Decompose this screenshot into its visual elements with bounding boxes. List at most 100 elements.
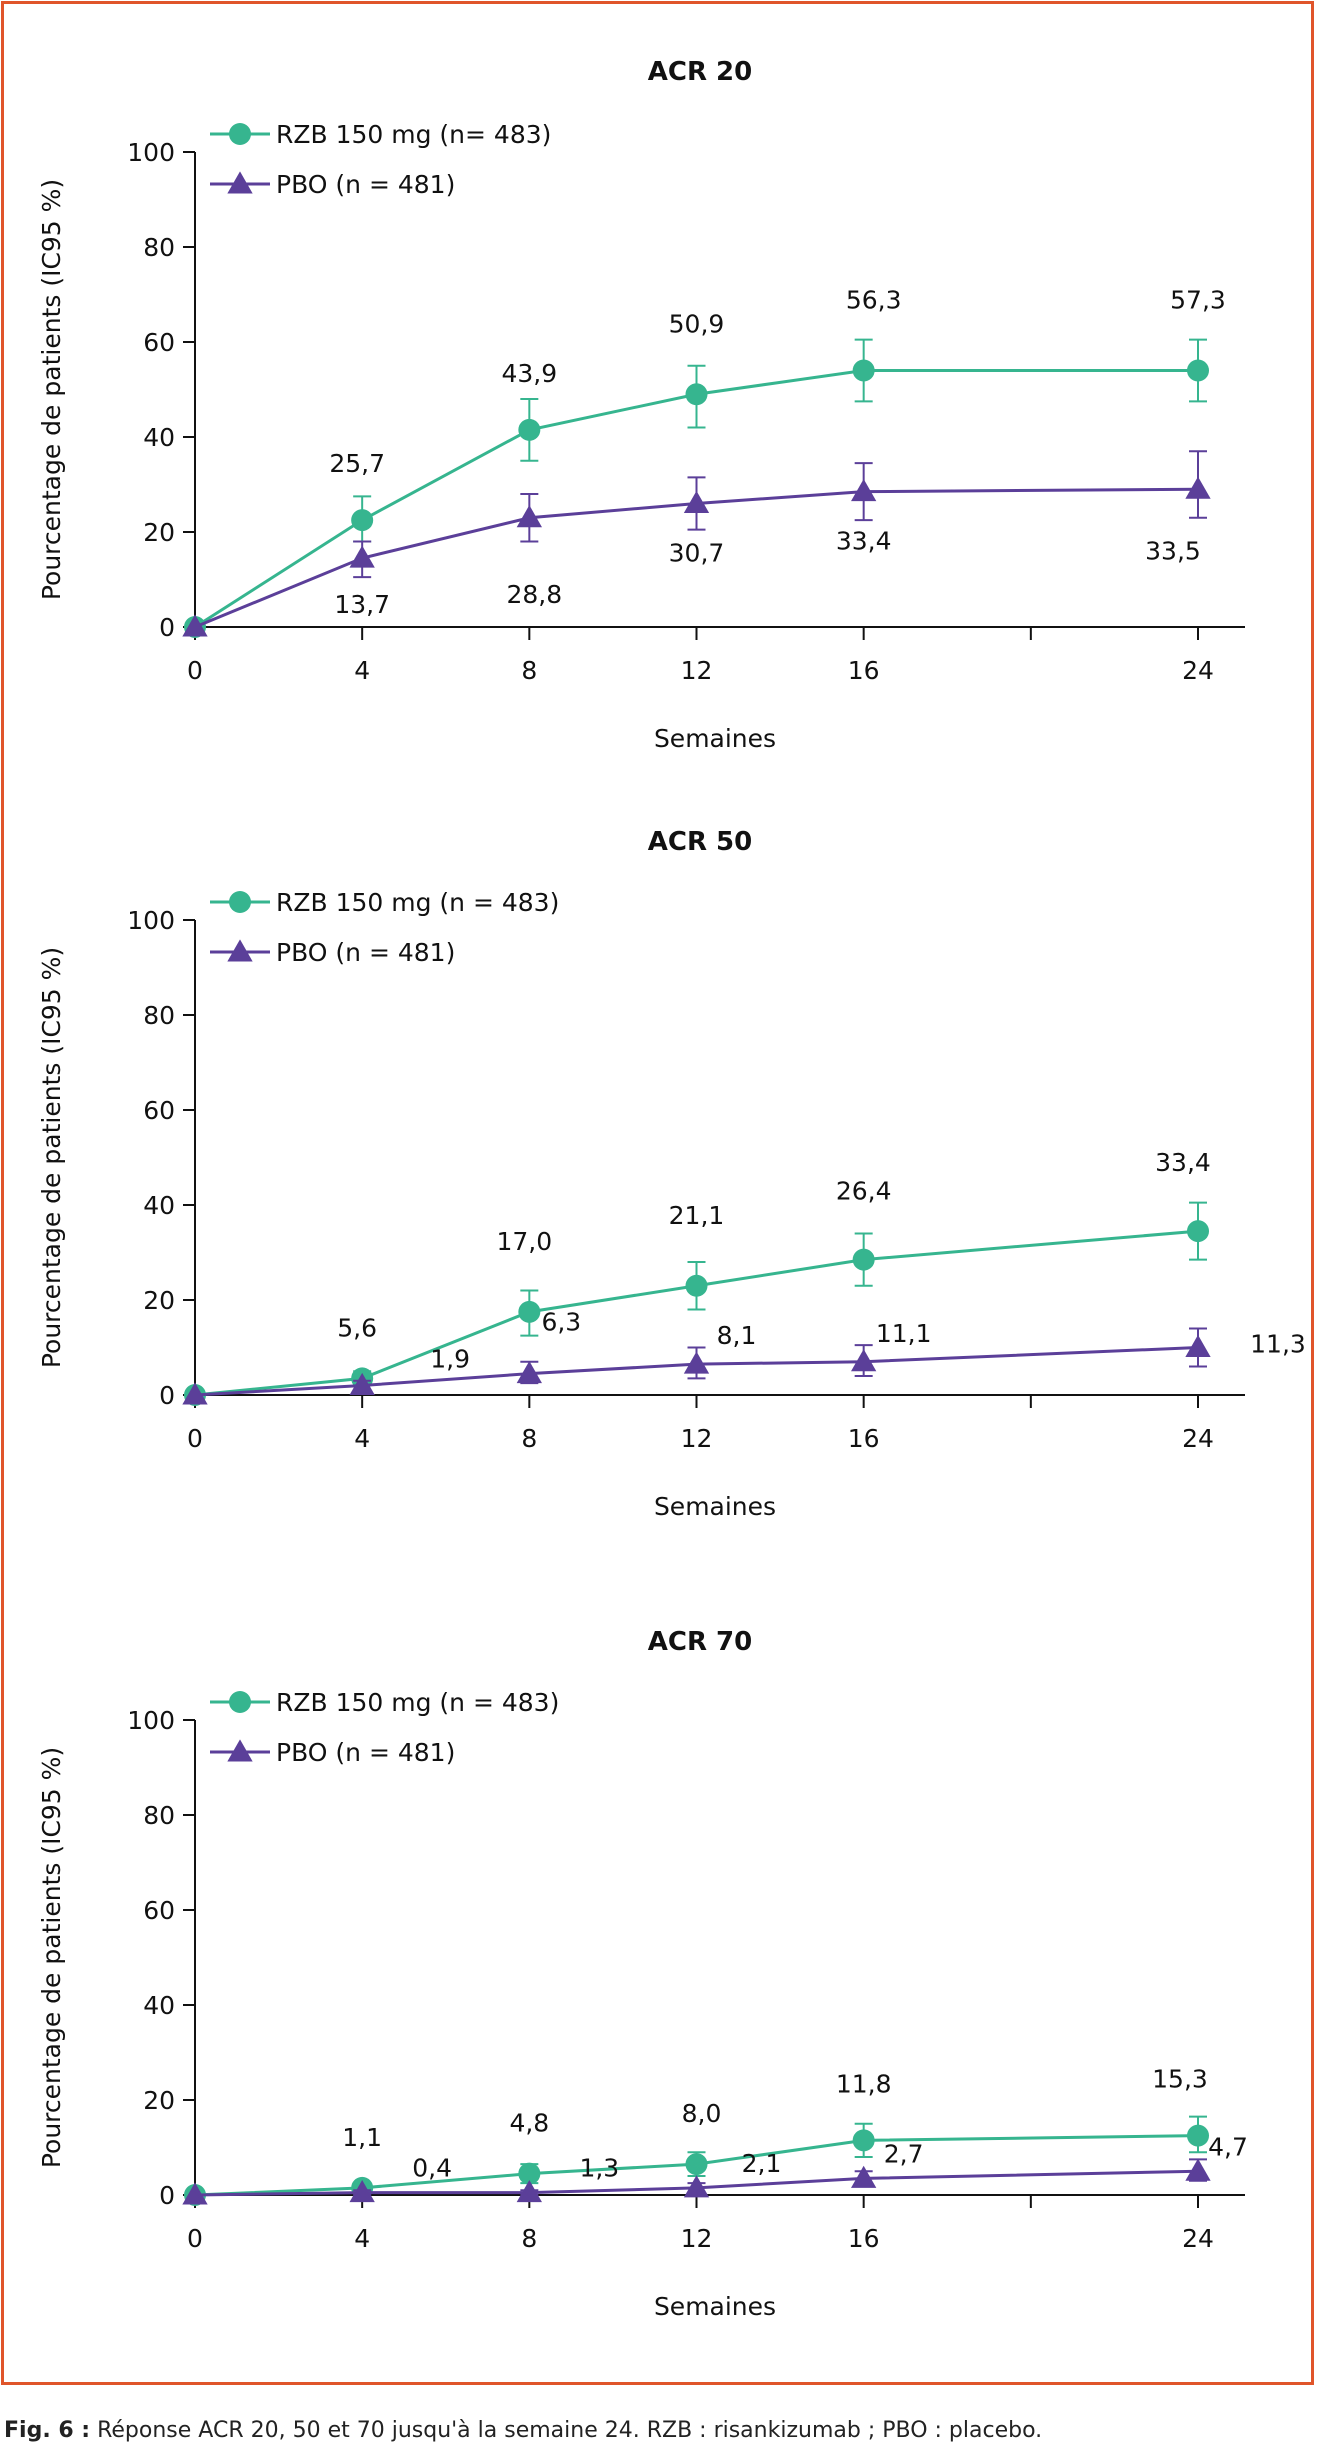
- panel1-pbo-data-point: [516, 505, 542, 528]
- panel3-legend-pbo-label: PBO (n = 481): [276, 1738, 455, 1767]
- panel1-rzb-data-point: [685, 383, 708, 406]
- panel2-rzb-data-point: [852, 1248, 875, 1271]
- panel2-pbo-data-label: 6,3: [541, 1308, 581, 1337]
- panel1-legend-pbo-marker: [227, 171, 253, 194]
- panel2-legend-rzb-label: RZB 150 mg (n = 483): [276, 888, 559, 917]
- panel2-x-tick-label: 4: [354, 1424, 370, 1453]
- panel1-x-tick-label: 0: [187, 656, 203, 685]
- panel3-legend-rzb-marker: [229, 1691, 251, 1713]
- panel2-rzb-data-label: 21,1: [669, 1201, 725, 1230]
- panel1-pbo-data-point: [683, 490, 710, 513]
- panel2-pbo-data-point: [683, 1351, 710, 1374]
- panel3-rzb-data-label: 15,3: [1152, 2065, 1208, 2094]
- panel1-legend-rzb-label: RZB 150 mg (n= 483): [276, 120, 551, 149]
- panel2-legend-rzb-marker: [229, 891, 251, 913]
- panel1-pbo-data-label: 30,7: [669, 539, 725, 568]
- panel1-x-tick-label: 24: [1182, 656, 1214, 685]
- panel1-rzb-data-label: 25,7: [329, 449, 385, 478]
- panel1-x-tick-label: 12: [681, 656, 713, 685]
- figure-caption: Fig. 6 : Réponse ACR 20, 50 et 70 jusqu'…: [4, 2418, 1042, 2443]
- panel2-y-tick-label: 80: [143, 1001, 175, 1030]
- panel2-x-tick-label: 12: [681, 1424, 713, 1453]
- panel2-rzb-data-point: [685, 1274, 708, 1297]
- panel3-rzb-data-point: [518, 2162, 541, 2185]
- panel2-rzb-data-label: 17,0: [496, 1227, 552, 1256]
- panel2-rzb-data-label: 33,4: [1155, 1148, 1211, 1177]
- panel3-rzb-data-label: 1,1: [342, 2123, 382, 2152]
- panel3-x-tick-label: 8: [521, 2224, 537, 2253]
- panel1-x-tick-label: 8: [521, 656, 537, 685]
- panel2-pbo-data-label: 8,1: [717, 1321, 757, 1350]
- panel1-x-tick-label: 4: [354, 656, 370, 685]
- panel1-pbo-data-label: 33,5: [1145, 536, 1201, 565]
- panel1-x-axis-label: Semaines: [654, 724, 776, 753]
- panel3-y-tick-label: 60: [143, 1896, 175, 1925]
- panel3-rzb-series-line: [194, 2134, 1199, 2197]
- panel3-y-tick-label: 40: [143, 1991, 175, 2020]
- panel2-x-axis-label: Semaines: [654, 1492, 776, 1521]
- panel2-x-tick-label: 16: [848, 1424, 880, 1453]
- panel3-x-tick-label: 24: [1182, 2224, 1214, 2253]
- caption-text: Réponse ACR 20, 50 et 70 jusqu'à la sema…: [90, 2418, 1043, 2443]
- panel1-pbo-data-point: [182, 614, 208, 637]
- panel3-y-tick-label: 100: [127, 1706, 175, 1735]
- caption-label: Fig. 6 :: [4, 2418, 91, 2443]
- panel1-pbo-data-label: 33,4: [836, 527, 892, 556]
- panel1-pbo-data-point: [1185, 476, 1211, 499]
- panel3-rzb-data-label: 11,8: [836, 2069, 892, 2098]
- panel3-pbo-data-point: [1185, 2158, 1211, 2181]
- panel3-y-tick-label: 0: [159, 2181, 175, 2210]
- panel3-pbo-data-label: 4,7: [1208, 2132, 1248, 2161]
- panel3-pbo-data-label: 1,3: [579, 2154, 619, 2183]
- panel2-legend-pbo-label: PBO (n = 481): [276, 938, 455, 967]
- panel2-pbo-data-label: 11,3: [1250, 1330, 1306, 1359]
- panel3-rzb-data-label: 4,8: [509, 2109, 549, 2138]
- panel3-x-axis-label: Semaines: [654, 2292, 776, 2321]
- panel3-pbo-data-point: [683, 2175, 710, 2198]
- panel2-rzb-data-label: 5,6: [337, 1313, 377, 1342]
- panel1-y-tick-label: 60: [143, 328, 175, 357]
- panel2-pbo-data-label: 1,9: [430, 1345, 470, 1374]
- panel1-rzb-data-label: 56,3: [846, 286, 902, 315]
- panel2-pbo-data-label: 11,1: [876, 1319, 932, 1348]
- panel3-x-tick-label: 16: [848, 2224, 880, 2253]
- panel1-y-tick-label: 20: [143, 518, 175, 547]
- panel3-rzb-data-label: 8,0: [682, 2099, 722, 2128]
- panel1-rzb-data-point: [351, 509, 374, 532]
- panel3-x-tick-label: 4: [354, 2224, 370, 2253]
- panel1-y-tick-label: 80: [143, 233, 175, 262]
- panel2-pbo-series-line: [194, 1346, 1199, 1397]
- panel2-pbo-data-point: [349, 1372, 375, 1395]
- panel1-rzb-data-point: [518, 418, 541, 441]
- panel2-pbo-data-point: [182, 1382, 208, 1405]
- panel3-legend-pbo-marker: [227, 1739, 253, 1762]
- panel3-chart-title: ACR 70: [648, 1627, 752, 1657]
- panel3-x-tick-label: 0: [187, 2224, 203, 2253]
- panel3-y-axis-label: Pourcentage de patients (IC95 %): [37, 1747, 66, 2168]
- panel3-pbo-data-point: [516, 2179, 542, 2203]
- panel1-rzb-data-point: [1187, 359, 1209, 382]
- panel1-pbo-data-label: 13,7: [334, 590, 390, 619]
- panel1-pbo-data-label: 28,8: [506, 580, 562, 609]
- panel3-pbo-series-line: [194, 2169, 1199, 2197]
- panel2-y-axis-label: Pourcentage de patients (IC95 %): [37, 947, 66, 1368]
- panel2-y-tick-label: 100: [127, 906, 175, 935]
- panel2-chart-title: ACR 50: [648, 827, 752, 857]
- panel1-y-tick-label: 0: [159, 613, 175, 642]
- panel3-rzb-data-point: [685, 2153, 708, 2176]
- panel1-pbo-data-point: [851, 478, 877, 502]
- panel2-x-tick-label: 8: [521, 1424, 537, 1453]
- panel3-y-tick-label: 20: [143, 2086, 175, 2115]
- panel3-rzb-data-point: [852, 2129, 875, 2152]
- panel3-y-tick-label: 80: [143, 1801, 175, 1830]
- panel1-pbo-data-point: [349, 545, 375, 568]
- panel3-pbo-data-label: 2,7: [884, 2139, 924, 2168]
- panel2-x-tick-label: 0: [187, 1424, 203, 1453]
- panel1-y-tick-label: 40: [143, 423, 175, 452]
- panel3-rzb-data-point: [1187, 2124, 1209, 2147]
- panel3-pbo-data-label: 2,1: [742, 2149, 782, 2178]
- panel2-x-tick-label: 24: [1182, 1424, 1214, 1453]
- panel1-rzb-series-line: [194, 369, 1198, 629]
- panel2-y-tick-label: 60: [143, 1096, 175, 1125]
